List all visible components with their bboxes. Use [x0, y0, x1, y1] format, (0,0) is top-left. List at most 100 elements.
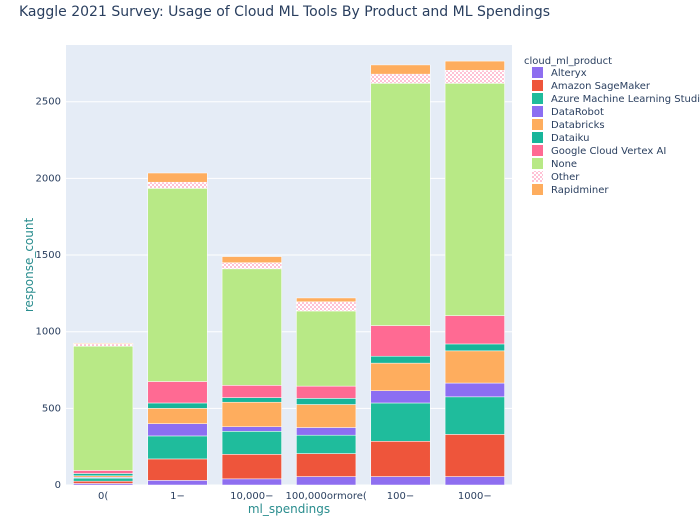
- x-tick-label: 0(: [98, 491, 108, 502]
- bar-segment[interactable]: [73, 470, 134, 474]
- bar-segment[interactable]: [73, 477, 134, 482]
- legend-swatch: [532, 93, 543, 104]
- bar-segment[interactable]: [296, 427, 357, 436]
- legend-swatch: [532, 106, 543, 117]
- bar-segment[interactable]: [147, 402, 208, 409]
- x-tick-labels: 0( 1− 10,000− 100,000ormore( 100− 1000−: [98, 491, 492, 502]
- legend-item[interactable]: Azure Machine Learning Studio: [551, 94, 700, 105]
- legend-item[interactable]: Google Cloud Vertex AI: [551, 146, 666, 157]
- bar-segment[interactable]: [370, 73, 431, 84]
- bar-segment[interactable]: [370, 355, 431, 364]
- bar-segment[interactable]: [296, 297, 357, 303]
- legend-swatch: [532, 67, 543, 78]
- bar-segment[interactable]: [444, 350, 505, 384]
- bar-segment[interactable]: [444, 382, 505, 398]
- legend-item[interactable]: DataRobot: [551, 107, 604, 118]
- x-tick-label: 1−: [170, 491, 185, 502]
- bars: [73, 60, 505, 486]
- legend-item[interactable]: Databricks: [551, 120, 605, 131]
- bar-segment[interactable]: [444, 343, 505, 352]
- bar-segment[interactable]: [444, 83, 505, 316]
- bar-segment[interactable]: [147, 480, 208, 486]
- bar-segment[interactable]: [444, 476, 505, 486]
- plot-background: [66, 45, 512, 485]
- bar-segment[interactable]: [73, 480, 134, 484]
- legend-title: cloud_ml_product: [524, 56, 612, 67]
- bar-segment[interactable]: [221, 385, 282, 398]
- bar-segment[interactable]: [73, 342, 134, 345]
- legend-swatch: [532, 132, 543, 143]
- bar-segment[interactable]: [73, 343, 134, 347]
- bar-segment[interactable]: [147, 458, 208, 481]
- y-tick-label: 1000: [36, 327, 61, 338]
- bar-segment[interactable]: [221, 454, 282, 480]
- bar-segment[interactable]: [221, 478, 282, 486]
- bar-segment[interactable]: [444, 315, 505, 345]
- bar-segment[interactable]: [444, 434, 505, 477]
- bar-segment[interactable]: [296, 434, 357, 454]
- legend-item[interactable]: None: [551, 159, 577, 170]
- bar-segment[interactable]: [296, 404, 357, 428]
- bar-segment[interactable]: [370, 390, 431, 404]
- legend-item[interactable]: Alteryx: [551, 68, 587, 79]
- legend-swatch: [532, 171, 543, 182]
- y-tick-label: 500: [42, 403, 61, 414]
- bar-segment[interactable]: [221, 262, 282, 270]
- x-tick-label: 10,000−: [230, 491, 273, 502]
- bar-segment[interactable]: [370, 476, 431, 486]
- bar-segment[interactable]: [147, 381, 208, 404]
- bar-segment[interactable]: [221, 426, 282, 432]
- bar-segment[interactable]: [147, 423, 208, 437]
- bar-segment[interactable]: [147, 188, 208, 382]
- gridlines: [66, 101, 512, 486]
- bar-segment[interactable]: [296, 476, 357, 486]
- bar-segment[interactable]: [444, 70, 505, 84]
- bar-segment[interactable]: [73, 473, 134, 477]
- bar-segment[interactable]: [296, 453, 357, 477]
- chart-title: Kaggle 2021 Survey: Usage of Cloud ML To…: [19, 4, 550, 20]
- legend-item[interactable]: Rapidminer: [551, 185, 609, 196]
- bar-segment[interactable]: [147, 181, 208, 189]
- y-tick-labels: 0 500 1000 1500 2000 2500: [36, 97, 61, 491]
- bar-segment[interactable]: [221, 397, 282, 403]
- y-tick-label: 2000: [36, 173, 61, 184]
- legend-swatch: [532, 145, 543, 156]
- bar-segment[interactable]: [370, 362, 431, 391]
- bar-segment[interactable]: [221, 268, 282, 386]
- bar-segment[interactable]: [296, 301, 357, 312]
- legend-swatch: [532, 119, 543, 130]
- x-axis-title: ml_spendings: [248, 502, 330, 516]
- bar-segment[interactable]: [296, 385, 357, 399]
- bar-segment[interactable]: [296, 398, 357, 405]
- legend-item[interactable]: Amazon SageMaker: [551, 81, 651, 92]
- bar-segment[interactable]: [370, 64, 431, 75]
- bar-segment[interactable]: [221, 431, 282, 455]
- y-tick-label: 0: [55, 480, 61, 491]
- y-tick-label: 1500: [36, 250, 61, 261]
- legend-swatch: [532, 80, 543, 91]
- bar-segment[interactable]: [370, 83, 431, 326]
- x-tick-label: 100−: [387, 491, 414, 502]
- bar-segment[interactable]: [147, 408, 208, 424]
- bar-segment[interactable]: [444, 60, 505, 71]
- bar-segment[interactable]: [370, 441, 431, 477]
- bar-segment[interactable]: [444, 396, 505, 435]
- bar-segment[interactable]: [370, 325, 431, 357]
- bar-segment[interactable]: [73, 346, 134, 471]
- bar-segment[interactable]: [221, 401, 282, 427]
- legend-swatch: [532, 158, 543, 169]
- legend-swatch: [532, 184, 543, 195]
- bar-segment[interactable]: [296, 310, 357, 387]
- y-tick-label: 2500: [36, 97, 61, 108]
- bar-segment[interactable]: [147, 435, 208, 460]
- legend-item[interactable]: Other: [551, 172, 580, 183]
- bar-segment[interactable]: [147, 172, 208, 183]
- x-tick-label: 1000−: [458, 491, 492, 502]
- bar-segment[interactable]: [221, 256, 282, 263]
- bar-segment[interactable]: [370, 402, 431, 442]
- y-axis-title: response_count: [22, 218, 36, 313]
- legend-item[interactable]: Dataiku: [551, 133, 589, 144]
- legend[interactable]: cloud_ml_product Alteryx Amazon SageMaker…: [524, 56, 700, 196]
- x-tick-label: 100,000ormore(: [286, 491, 367, 502]
